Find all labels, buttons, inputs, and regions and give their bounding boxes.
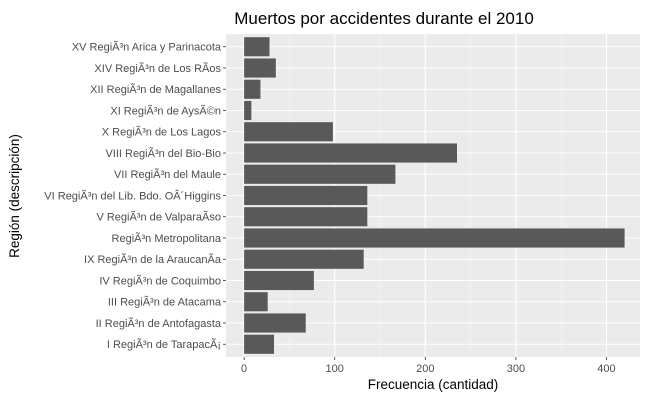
x-tick-label: 400 [597,363,615,375]
x-tick-label: 100 [326,363,344,375]
bar [244,270,314,291]
x-axis-title: Frecuencia (cantidad) [368,377,499,392]
y-tick-label: III RegiÃ³n de Atacama [108,296,222,309]
y-tick-label: VIII RegiÃ³n del Bio-Bio [105,147,221,160]
y-tick-label: XI RegiÃ³n de AysÃ©n [110,104,221,117]
bar [244,164,396,184]
y-tick-label: XII RegiÃ³n de Magallanes [90,83,221,96]
y-tick-label: V RegiÃ³n de ValparaÃ­so [96,211,221,224]
x-tick-label: 0 [241,363,247,375]
bar [244,292,268,312]
bar [244,122,333,142]
y-tick-label: IV RegiÃ³n de Coquimbo [99,274,221,287]
y-tick-label: X RegiÃ³n de Los Lagos [102,126,222,139]
y-tick-labels: XV RegiÃ³n Arica y Parinacota XIV RegiÃ³n… [44,41,226,351]
bar [244,249,364,269]
bar [244,143,458,163]
y-tick-label: II RegiÃ³n de Antofagasta [96,317,222,330]
bar [244,100,252,121]
bar [244,79,261,99]
y-tick-label: XIV RegiÃ³n de Los RÃ­os [94,62,221,75]
bar [244,313,306,333]
x-tick-labels: 0 100 200 300 400 [241,357,616,375]
chart-title: Muertos por accidentes durante el 2010 [234,9,534,28]
bars [244,37,625,354]
x-tick-label: 300 [507,363,525,375]
y-tick-label: VII RegiÃ³n del Maule [114,168,221,181]
y-axis-title: Región (descripción) [7,134,22,258]
bar [244,37,270,57]
bar [244,228,625,248]
bar [244,207,368,227]
bar [244,334,275,354]
x-tick-label: 200 [416,363,434,375]
bar [244,58,276,78]
y-tick-label: I RegiÃ³n de TarapacÃ¡ [107,338,221,351]
bar [244,185,368,206]
y-tick-label: IX RegiÃ³n de la AraucanÃ­a [84,253,222,266]
y-tick-label: VI RegiÃ³n del Lib. Bdo. OÂ´Higgins [44,189,221,202]
y-tick-label: XV RegiÃ³n Arica y Parinacota [72,41,222,54]
y-tick-label: RegiÃ³n Metropolitana [112,232,222,245]
